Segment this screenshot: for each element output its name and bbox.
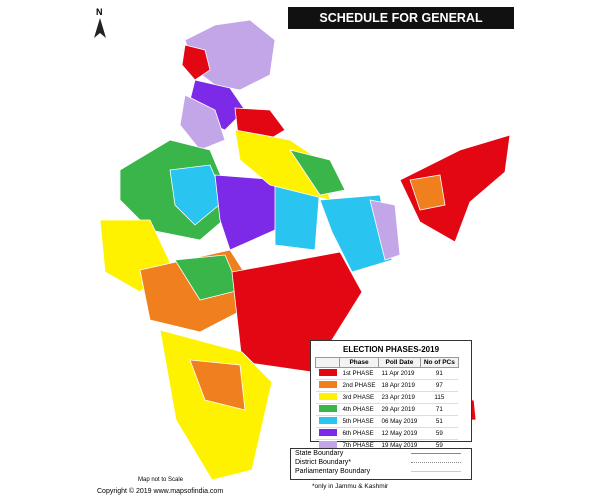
region xyxy=(369,199,401,261)
swatch-cell xyxy=(315,427,340,440)
phase-row: 1st PHASE 11 Apr 2019 91 xyxy=(315,367,459,380)
phase-swatch xyxy=(318,417,337,424)
phase-swatch xyxy=(318,393,337,400)
pc-count: 97 xyxy=(420,379,459,392)
column-header: Phase xyxy=(338,357,380,368)
phase-name: 5th PHASE xyxy=(339,415,379,428)
phase-row: 5th PHASE 06 May 2019 51 xyxy=(315,415,459,428)
region xyxy=(169,164,226,226)
map-title: SCHEDULE FOR GENERAL ELECTIONS, 2019 xyxy=(288,7,514,47)
phase-swatch xyxy=(318,441,337,448)
poll-date: 12 May 2019 xyxy=(378,427,421,440)
pc-count: 71 xyxy=(420,403,459,416)
swatch-cell xyxy=(315,403,340,416)
legend-heading: ELECTION PHASES-2019 xyxy=(342,345,440,354)
phase-swatch xyxy=(318,369,337,376)
boundary-legend: State Boundary District Boundary* Parlia… xyxy=(290,448,472,480)
boundary-item: State Boundary xyxy=(291,449,471,458)
poll-date: 11 Apr 2019 xyxy=(378,367,421,380)
phase-name: 1st PHASE xyxy=(339,367,379,380)
phase-row: 2nd PHASE 18 Apr 2019 97 xyxy=(315,379,459,392)
poll-date: 23 Apr 2019 xyxy=(378,391,421,404)
footnote: *only in Jammu & Kashmir xyxy=(312,483,389,490)
phase-name: 6th PHASE xyxy=(339,427,379,440)
boundary-label: District Boundary* xyxy=(295,459,352,466)
phase-row: 6th PHASE 12 May 2019 59 xyxy=(315,427,459,440)
boundary-item: District Boundary* xyxy=(291,458,471,467)
boundary-item: Parliamentary Boundary xyxy=(291,467,471,476)
column-header: Poll Date xyxy=(378,357,421,368)
north-arrow-icon xyxy=(94,18,106,38)
region xyxy=(179,94,226,151)
copyright: Copyright © 2019 www.mapsofindia.com xyxy=(97,488,224,495)
region xyxy=(214,174,281,251)
region xyxy=(409,174,446,211)
phase-legend: ELECTION PHASES-2019 Phase Poll Date No … xyxy=(310,340,472,452)
region xyxy=(181,44,211,81)
phase-name: 2nd PHASE xyxy=(339,379,379,392)
pc-count: 91 xyxy=(420,367,459,380)
boundary-line xyxy=(411,462,461,463)
pc-count: 59 xyxy=(420,427,459,440)
phase-table: Phase Poll Date No of PCs 1st PHASE 11 Ap… xyxy=(315,357,459,452)
north-arrow: N xyxy=(96,7,103,17)
phase-row: 4th PHASE 29 Apr 2019 71 xyxy=(315,403,459,416)
swatch-cell xyxy=(315,415,340,428)
region xyxy=(159,329,273,481)
pc-count: 115 xyxy=(420,391,459,404)
phase-name: 3rd PHASE xyxy=(339,391,379,404)
poll-date: 18 Apr 2019 xyxy=(378,379,421,392)
region xyxy=(189,359,246,411)
phase-swatch xyxy=(318,429,337,436)
phase-row: 3rd PHASE 23 Apr 2019 115 xyxy=(315,391,459,404)
phase-swatch xyxy=(318,381,337,388)
poll-date: 06 May 2019 xyxy=(378,415,421,428)
swatch-cell xyxy=(315,367,340,380)
region xyxy=(399,134,511,243)
swatch-cell xyxy=(315,391,340,404)
swatch-cell xyxy=(315,379,340,392)
region xyxy=(289,149,346,196)
column-header xyxy=(315,357,340,368)
phase-swatch xyxy=(318,405,337,412)
boundary-label: State Boundary xyxy=(295,450,344,457)
pc-count: 51 xyxy=(420,415,459,428)
scale-note: Map not to Scale xyxy=(138,477,184,483)
boundary-line xyxy=(411,453,461,454)
boundary-label: Parliamentary Boundary xyxy=(295,468,371,475)
column-header: No of PCs xyxy=(419,357,459,368)
boundary-line xyxy=(411,471,461,472)
poll-date: 29 Apr 2019 xyxy=(378,403,421,416)
phase-name: 4th PHASE xyxy=(339,403,379,416)
